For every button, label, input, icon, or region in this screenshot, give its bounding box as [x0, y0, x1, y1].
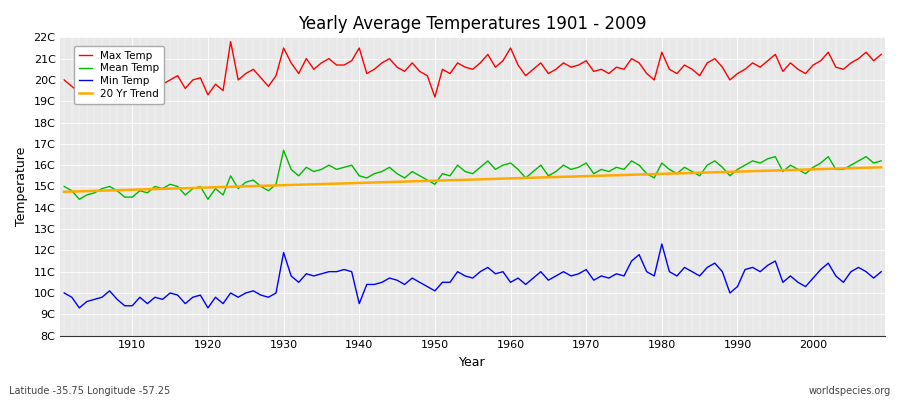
Legend: Max Temp, Mean Temp, Min Temp, 20 Yr Trend: Max Temp, Mean Temp, Min Temp, 20 Yr Tre…	[74, 46, 164, 104]
Text: worldspecies.org: worldspecies.org	[809, 386, 891, 396]
Mean Temp	[513, 167, 524, 172]
Mean Temp	[278, 148, 289, 153]
Max Temp	[611, 65, 622, 70]
Min Temp	[513, 276, 524, 280]
Min Temp	[505, 280, 516, 285]
Min Temp	[74, 306, 85, 310]
Line: Max Temp: Max Temp	[64, 42, 881, 101]
Max Temp	[346, 58, 357, 63]
Max Temp	[58, 78, 69, 82]
Line: Min Temp: Min Temp	[64, 244, 881, 308]
Y-axis label: Temperature: Temperature	[15, 147, 28, 226]
Min Temp	[876, 269, 886, 274]
Mean Temp	[520, 176, 531, 180]
Min Temp	[293, 280, 304, 285]
Max Temp	[127, 99, 138, 104]
Text: Latitude -35.75 Longitude -57.25: Latitude -35.75 Longitude -57.25	[9, 386, 170, 396]
Mean Temp	[58, 184, 69, 189]
Max Temp	[876, 52, 886, 57]
Mean Temp	[876, 158, 886, 163]
Min Temp	[656, 242, 667, 246]
Max Temp	[513, 63, 524, 68]
Max Temp	[520, 73, 531, 78]
Min Temp	[338, 267, 349, 272]
Mean Temp	[346, 163, 357, 168]
Max Temp	[120, 97, 130, 102]
Max Temp	[225, 39, 236, 44]
Min Temp	[604, 276, 615, 280]
Title: Yearly Average Temperatures 1901 - 2009: Yearly Average Temperatures 1901 - 2009	[299, 15, 647, 33]
Mean Temp	[127, 195, 138, 200]
Mean Temp	[301, 165, 311, 170]
Mean Temp	[611, 165, 622, 170]
Min Temp	[127, 303, 138, 308]
Line: Mean Temp: Mean Temp	[64, 150, 881, 199]
Min Temp	[58, 290, 69, 295]
Mean Temp	[74, 197, 85, 202]
Max Temp	[301, 56, 311, 61]
X-axis label: Year: Year	[459, 356, 486, 369]
